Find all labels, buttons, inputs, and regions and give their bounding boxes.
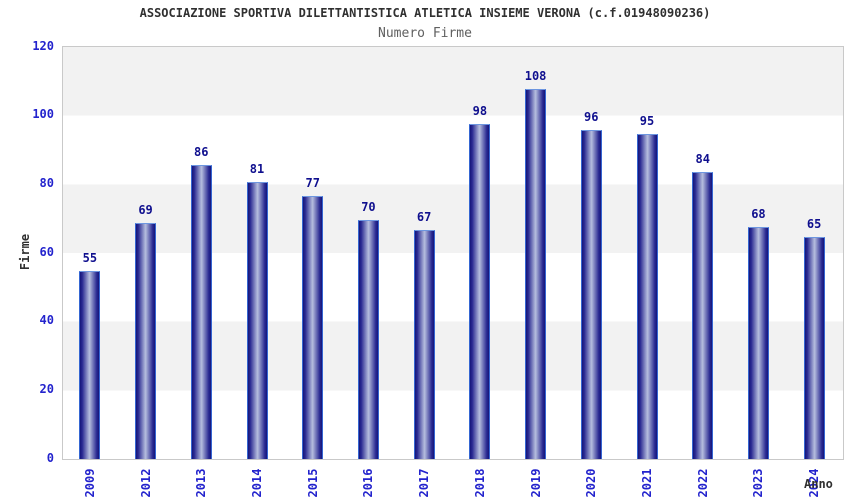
plot-area [62, 46, 844, 460]
bar-value-label: 68 [751, 206, 766, 221]
x-tick-label: 2020 [584, 468, 599, 498]
bar-value-label: 84 [695, 151, 710, 166]
x-tick-label: 2018 [472, 468, 487, 498]
bar [636, 133, 658, 459]
bar-value-label: 77 [305, 175, 320, 190]
bar [747, 226, 769, 459]
y-tick-label: 60 [39, 244, 54, 259]
bar-value-label: 86 [194, 144, 209, 159]
bar [580, 130, 602, 459]
x-tick-label: 2015 [305, 468, 320, 498]
bar [525, 89, 547, 459]
bar-value-label: 55 [82, 251, 98, 266]
x-tick-label: 2016 [361, 468, 376, 498]
y-tick-label: 40 [39, 313, 54, 328]
bar-value-label: 65 [806, 216, 822, 231]
y-tick-label: 120 [32, 38, 54, 53]
x-tick-label: 2014 [250, 468, 264, 498]
bar-value-label: 108 [524, 69, 547, 84]
bar-value-label: 69 [138, 203, 153, 218]
chart-title: ASSOCIAZIONE SPORTIVA DILETTANTISTICA AT… [139, 6, 711, 20]
y-tick-label: 20 [39, 381, 54, 396]
bar [190, 164, 212, 459]
bar [413, 229, 435, 459]
x-tick-label: 2021 [640, 468, 654, 498]
bar [79, 271, 101, 459]
x-tick-label: 2013 [194, 468, 209, 498]
y-tick-label: 0 [46, 450, 54, 465]
chart-subtitle: Numero Firme [378, 26, 472, 41]
bar [246, 181, 268, 459]
x-axis-title: Anno [804, 477, 833, 491]
x-tick-label: 2022 [695, 468, 710, 498]
x-tick-label: 2019 [528, 468, 543, 498]
bar-value-label: 96 [584, 110, 599, 125]
y-axis-title: Firme [18, 233, 32, 271]
bar [469, 123, 491, 459]
x-tick-label: 2009 [82, 468, 97, 498]
x-tick-label: 2023 [751, 468, 766, 498]
y-tick-label: 100 [32, 107, 54, 122]
y-tick-label: 80 [39, 175, 54, 190]
bar [302, 195, 324, 459]
x-tick-label: 2012 [138, 468, 153, 498]
bar [357, 219, 379, 459]
bar-value-label: 70 [361, 199, 376, 214]
bar-value-label: 98 [472, 103, 488, 118]
bar-value-label: 81 [249, 161, 265, 176]
bar-value-label: 67 [416, 209, 432, 224]
bar [803, 236, 825, 459]
bar-value-label: 95 [639, 113, 655, 128]
bar [135, 223, 157, 459]
bar [692, 171, 714, 459]
x-tick-label: 2017 [417, 468, 432, 498]
